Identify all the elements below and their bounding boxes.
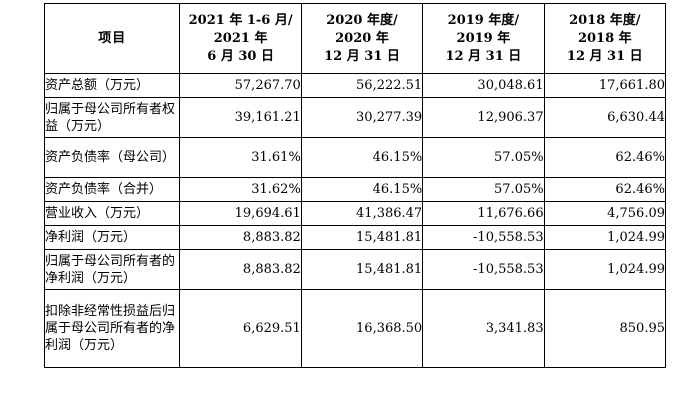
header-2018-line1: 2018 年度/ [569, 12, 641, 28]
row-value: 850.95 [543, 289, 667, 368]
table-row: 扣除非经常性损益后归属于母公司所有者的净利润（万元） 6,629.51 16,368… [43, 289, 667, 368]
header-2019-line3: 12 月 31 日 [445, 48, 522, 64]
row-value: 16,368.50 [300, 289, 424, 368]
table-body: 资产总额（万元） 57,267.70 56,222.51 30,048.61 17,66… [43, 73, 667, 368]
table-row: 资产总额（万元） 57,267.70 56,222.51 30,048.61 17,66… [43, 73, 667, 98]
row-value: 62.46% [543, 177, 667, 202]
header-2020: 2020 年度/ 2020 年 12 月 31 日 [300, 3, 424, 74]
table-row: 归属于母公司所有者的净利润（万元） 8,883.82 15,481.81 -10,55… [43, 249, 667, 290]
row-value: 1,024.99 [543, 225, 667, 250]
row-label: 归属于母公司所有者的净利润（万元） [43, 249, 181, 290]
header-2019-line1: 2019 年度/ [447, 12, 520, 28]
header-2020-line3: 12 月 31 日 [324, 48, 400, 64]
row-value: 15,481.81 [300, 249, 424, 290]
row-label: 资产负债率（母公司） [43, 137, 181, 178]
row-value: 4,756.09 [543, 201, 667, 226]
row-value: 41,386.47 [300, 201, 424, 226]
row-value: 56,222.51 [300, 73, 424, 98]
row-label: 归属于母公司所有者权益（万元） [43, 97, 181, 138]
row-label: 净利润（万元） [43, 225, 181, 250]
row-value: 8,883.82 [179, 225, 302, 250]
header-2021-h1-line1: 2021 年 1-6 月/ [188, 12, 293, 28]
row-value: -10,558.53 [422, 249, 545, 290]
table-row: 归属于母公司所有者权益（万元） 39,161.21 30,277.39 12,906.… [43, 97, 667, 138]
header-2018-line2: 2018 年 [577, 30, 632, 46]
row-label: 营业收入（万元） [43, 201, 181, 226]
row-label: 资产总额（万元） [43, 73, 181, 98]
row-value: 17,661.80 [543, 73, 667, 98]
header-2021-h1-line2: 2021 年 [213, 30, 268, 46]
row-value: 30,048.61 [422, 73, 545, 98]
row-value: 31.62% [179, 177, 302, 202]
header-2021-h1-line3: 6 月 30 日 [207, 48, 274, 64]
table-row: 净利润（万元） 8,883.82 15,481.81 -10,558.53 1,024.… [43, 225, 667, 250]
header-item: 项目 [43, 3, 181, 74]
row-value: 19,694.61 [179, 201, 302, 226]
header-2019: 2019 年度/ 2019 年 12 月 31 日 [422, 3, 545, 74]
row-value: 57.05% [422, 177, 545, 202]
row-value: 30,277.39 [300, 97, 424, 138]
header-2019-line2: 2019 年 [456, 30, 511, 46]
row-value: 1,024.99 [543, 249, 667, 290]
row-label: 资产负债率（合并） [43, 177, 181, 202]
row-value: -10,558.53 [422, 225, 545, 250]
row-value: 15,481.81 [300, 225, 424, 250]
header-2020-line1: 2020 年度/ [326, 12, 398, 28]
row-value: 46.15% [300, 137, 424, 178]
row-value: 57,267.70 [179, 73, 302, 98]
header-2021-h1: 2021 年 1-6 月/ 2021 年 6 月 30 日 [179, 3, 302, 74]
row-value: 8,883.82 [179, 249, 302, 290]
row-value: 39,161.21 [179, 97, 302, 138]
row-value: 6,629.51 [179, 289, 302, 368]
row-value: 11,676.66 [422, 201, 545, 226]
row-value: 57.05% [422, 137, 545, 178]
financial-table: 项目 2021 年 1-6 月/ 2021 年 6 月 30 日 2020 年度… [43, 3, 667, 368]
table-row: 资产负债率（合并） 31.62% 46.15% 57.05% 62.46% [43, 177, 667, 202]
row-value: 3,341.83 [422, 289, 545, 368]
row-value: 12,906.37 [422, 97, 545, 138]
row-value: 62.46% [543, 137, 667, 178]
table-row: 营业收入（万元） 19,694.61 41,386.47 11,676.66 4,756… [43, 201, 667, 226]
table-row: 资产负债率（母公司） 31.61% 46.15% 57.05% 62.46% [43, 137, 667, 178]
header-2018: 2018 年度/ 2018 年 12 月 31 日 [543, 3, 667, 74]
header-2020-line2: 2020 年 [335, 30, 389, 46]
row-value: 31.61% [179, 137, 302, 178]
header-2018-line3: 12 月 31 日 [566, 48, 643, 64]
row-value: 6,630.44 [543, 97, 667, 138]
row-value: 46.15% [300, 177, 424, 202]
row-label: 扣除非经常性损益后归属于母公司所有者的净利润（万元） [43, 289, 181, 368]
header-row: 项目 2021 年 1-6 月/ 2021 年 6 月 30 日 2020 年度… [43, 3, 667, 74]
